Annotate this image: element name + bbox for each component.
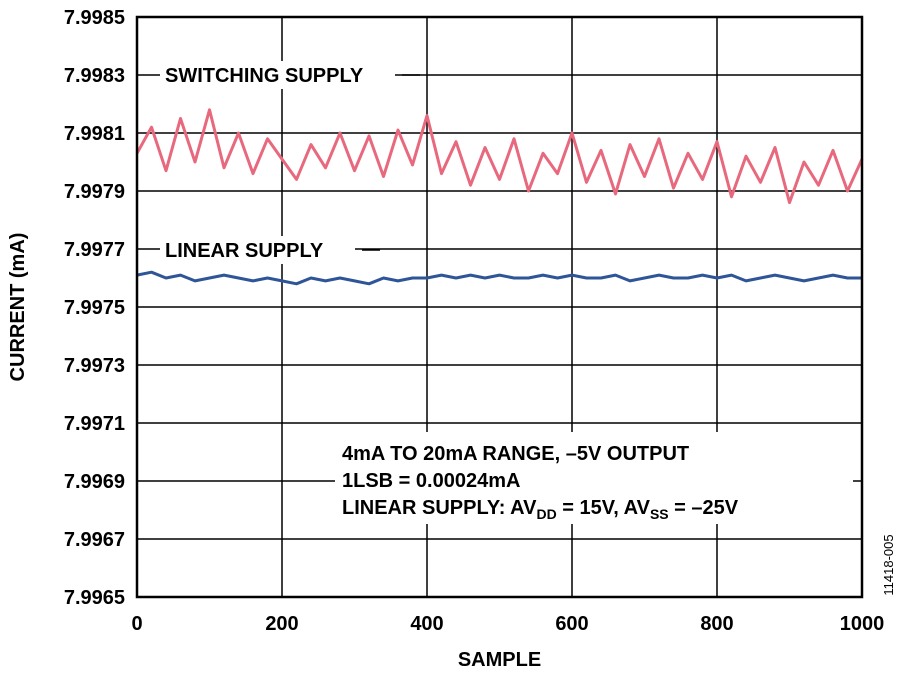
annotation: 4mA TO 20mA RANGE, –5V OUTPUT xyxy=(342,443,689,465)
annotation-bg xyxy=(335,432,853,524)
y-tick-label: 7.9977 xyxy=(64,239,125,261)
annotation-part: LINEAR SUPPLY: AV xyxy=(342,497,537,519)
y-tick-label: 7.9979 xyxy=(64,181,125,203)
x-tick-label: 800 xyxy=(700,613,733,635)
series-line xyxy=(135,108,864,205)
legend-label: LINEAR SUPPLY xyxy=(165,240,324,262)
figure-id: 11418-005 xyxy=(881,534,896,595)
y-tick-label: 7.9983 xyxy=(64,65,125,87)
annotation: LINEAR SUPPLY: AVDD = 15V, AVSS = –25V xyxy=(342,497,739,522)
y-tick-label: 7.9981 xyxy=(64,123,125,145)
y-tick-label: 7.9975 xyxy=(64,297,125,319)
x-tick-label: 400 xyxy=(410,613,443,635)
y-tick-label: 7.9973 xyxy=(64,355,125,377)
x-axis-title: SAMPLE xyxy=(458,649,541,671)
legend-label: SWITCHING SUPPLY xyxy=(165,65,364,87)
x-tick-label: 0 xyxy=(131,613,142,635)
series-line xyxy=(136,270,862,286)
annotation: 1LSB = 0.00024mA xyxy=(342,470,520,492)
annotation-part: = 15V, AV xyxy=(557,497,651,519)
y-tick-label: 7.9969 xyxy=(64,471,125,493)
y-axis-title: CURRENT (mA) xyxy=(7,233,29,382)
y-tick-label: 7.9985 xyxy=(64,7,125,29)
subscript: DD xyxy=(536,506,556,522)
plot-frame xyxy=(135,15,864,599)
label-bg xyxy=(160,61,395,89)
y-tick-label: 7.9965 xyxy=(64,587,125,609)
label-bg xyxy=(160,236,355,264)
subscript: SS xyxy=(650,506,669,522)
x-tick-label: 1000 xyxy=(840,613,885,635)
y-tick-label: 7.9967 xyxy=(64,529,125,551)
x-tick-label: 200 xyxy=(265,613,298,635)
annotation-part: = –25V xyxy=(669,497,739,519)
y-tick-label: 7.9971 xyxy=(64,413,125,435)
x-tick-label: 600 xyxy=(555,613,588,635)
